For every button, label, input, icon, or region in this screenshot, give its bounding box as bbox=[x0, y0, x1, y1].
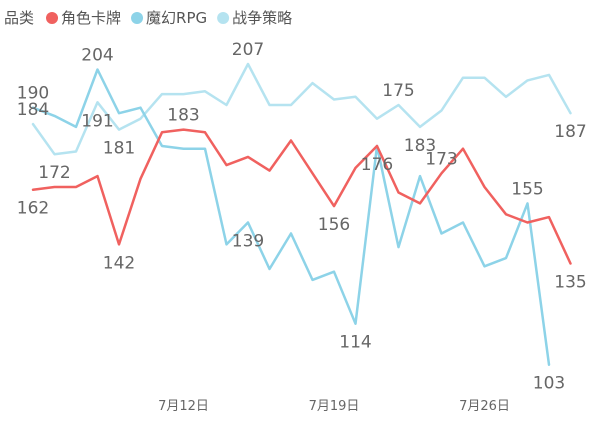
data-label-s3-6: 175 bbox=[382, 81, 414, 101]
series-line-2 bbox=[31, 68, 551, 366]
data-label-s2-3: 139 bbox=[232, 232, 264, 252]
data-label-s2-7: 103 bbox=[533, 374, 565, 394]
data-label-s2-1: 190 bbox=[17, 84, 49, 104]
data-label-s2-6: 155 bbox=[511, 179, 543, 199]
x-tick-label-3: 7月26日 bbox=[459, 399, 510, 414]
data-label-s2-2: 204 bbox=[81, 45, 113, 65]
data-label-s2-4: 114 bbox=[339, 333, 371, 353]
legend: 品类 角色卡牌 魔幻RPG 战争策略 bbox=[4, 9, 292, 27]
data-label-s3-7: 183 bbox=[404, 136, 436, 156]
data-label-s2-5: 176 bbox=[361, 155, 393, 175]
data-label-s1-6: 135 bbox=[554, 273, 586, 293]
legend-marker-2 bbox=[131, 12, 144, 24]
data-label-s1-2: 142 bbox=[103, 253, 135, 273]
data-label-s1-5: 173 bbox=[425, 149, 457, 169]
data-label-s1-4: 156 bbox=[318, 215, 350, 235]
data-label-s1-3: 183 bbox=[167, 106, 199, 126]
legend-label-1: 角色卡牌 bbox=[61, 9, 121, 27]
data-label-s3-4: 181 bbox=[103, 139, 135, 159]
series-line-1 bbox=[31, 128, 572, 265]
series-layer bbox=[31, 62, 572, 366]
data-label-s3-3: 191 bbox=[81, 111, 113, 131]
data-label-s3-1: 184 bbox=[17, 100, 49, 120]
x-tick-label-2: 7月19日 bbox=[309, 399, 360, 414]
data-labels: 162 142 183 156 173 135 190 204 139 114 176 155 103 1… bbox=[17, 40, 587, 394]
legend-marker-1 bbox=[46, 12, 59, 24]
data-label-s3-2: 172 bbox=[38, 163, 70, 183]
x-tick-label-1: 7月12日 bbox=[158, 399, 209, 414]
legend-label-3: 战争策略 bbox=[232, 9, 292, 27]
legend-title: 品类 bbox=[4, 9, 34, 27]
legend-label-2: 魔幻RPG bbox=[146, 9, 207, 27]
data-label-s3-5: 207 bbox=[232, 40, 264, 60]
series-line-3 bbox=[31, 62, 572, 156]
x-axis: 7月12日 7月19日 7月26日 bbox=[158, 399, 510, 414]
legend-marker-3 bbox=[217, 12, 230, 24]
data-label-s1-1: 162 bbox=[17, 199, 49, 219]
data-label-s3-8: 187 bbox=[554, 122, 586, 142]
